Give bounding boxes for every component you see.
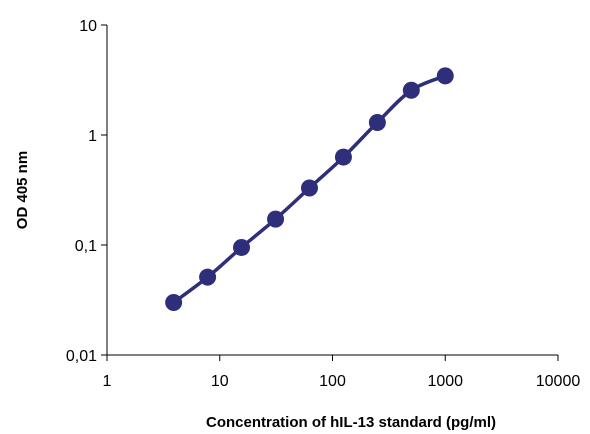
- x-axis-title: Concentration of hIL-13 standard (pg/ml): [206, 414, 496, 431]
- data-point: [267, 210, 285, 228]
- data-points: [165, 67, 454, 312]
- axes: [101, 24, 559, 361]
- tick-labels: 1 10 100 1000 10000 0,01 0,1 1 10: [66, 18, 580, 390]
- data-point: [368, 113, 386, 131]
- data-point: [402, 81, 420, 99]
- y-tick-label: 0,01: [66, 348, 97, 365]
- x-tick-label: 100: [319, 373, 346, 390]
- data-point: [300, 179, 318, 197]
- x-tick-label: 10000: [536, 373, 581, 390]
- data-point: [436, 67, 454, 85]
- data-point: [233, 238, 251, 256]
- y-tick-label: 1: [88, 128, 97, 145]
- x-tick-label: 1: [103, 373, 112, 390]
- y-tick-label: 10: [79, 18, 97, 35]
- data-point: [334, 148, 352, 166]
- data-point: [199, 268, 217, 286]
- x-tick-label: 10: [211, 373, 229, 390]
- x-tick-label: 1000: [427, 373, 463, 390]
- y-tick-label: 0,1: [75, 238, 97, 255]
- data-point: [165, 294, 183, 312]
- y-axis-title: OD 405 nm: [14, 151, 31, 229]
